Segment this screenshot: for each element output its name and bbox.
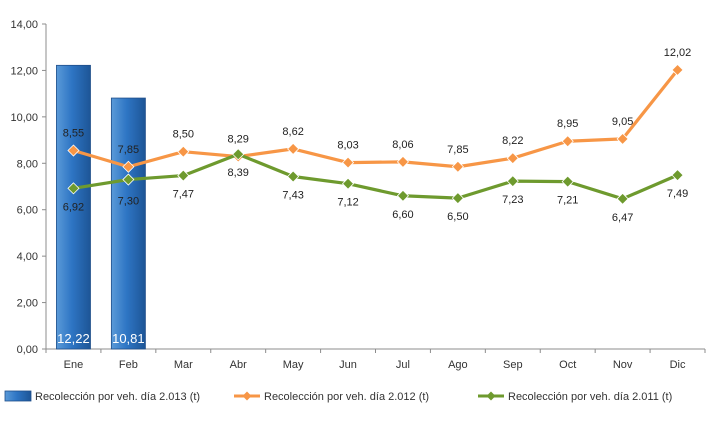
bar-feb bbox=[110, 97, 146, 350]
data-point-marker bbox=[396, 189, 410, 202]
data-point-label: 8,50 bbox=[173, 129, 194, 141]
data-point-label: 6,92 bbox=[63, 201, 84, 213]
data-point-marker bbox=[341, 177, 355, 190]
data-point-label: 8,03 bbox=[337, 140, 358, 152]
data-point-label: 7,43 bbox=[282, 190, 303, 202]
y-tick-label: 6,00 bbox=[17, 205, 38, 217]
data-point-marker bbox=[341, 156, 355, 169]
data-point-marker bbox=[451, 192, 464, 205]
bar-series bbox=[56, 64, 146, 350]
legend-label: Recolección por veh. día 2.012 (t) bbox=[264, 391, 429, 403]
data-point-label: 8,29 bbox=[227, 134, 248, 146]
x-tick-label: Jul bbox=[396, 359, 410, 371]
y-tick-label: 4,00 bbox=[17, 251, 38, 263]
legend-swatch-marker bbox=[486, 391, 496, 401]
data-point-label: 8,06 bbox=[392, 139, 413, 151]
data-point-label: 12,02 bbox=[664, 47, 692, 59]
data-point-marker bbox=[451, 160, 464, 173]
bar-value-label: 10,81 bbox=[112, 331, 145, 346]
bar-ene bbox=[56, 64, 91, 350]
x-tick-label: Abr bbox=[230, 359, 247, 371]
data-point-label: 6,60 bbox=[392, 209, 413, 221]
y-tick-label: 2,00 bbox=[17, 298, 38, 310]
data-point-marker bbox=[177, 169, 190, 182]
x-tick-label: Sep bbox=[503, 359, 523, 371]
data-point-marker bbox=[122, 160, 135, 173]
data-point-marker bbox=[287, 142, 300, 155]
data-point-marker bbox=[616, 192, 629, 205]
x-tick-label: May bbox=[283, 359, 304, 371]
line-series bbox=[67, 63, 684, 205]
data-point-marker bbox=[561, 135, 574, 148]
data-point-marker bbox=[671, 63, 684, 77]
data-point-label: 6,47 bbox=[612, 212, 633, 224]
data-point-marker bbox=[177, 145, 190, 158]
data-point-label: 8,62 bbox=[282, 126, 303, 138]
x-tick-label: Nov bbox=[613, 359, 633, 371]
data-labels: 12,22 10,81 8,55 7,85 8,50 8,29 8,62 8,03 8,06 7,… bbox=[57, 47, 691, 346]
y-tick-label: 10,00 bbox=[10, 112, 38, 124]
legend-label: Recolección por veh. día 2.011 (t) bbox=[508, 391, 672, 403]
legend-swatch-marker bbox=[242, 391, 252, 401]
data-point-label: 8,95 bbox=[557, 118, 578, 130]
data-point-marker bbox=[506, 175, 519, 188]
y-tick-label: 12,00 bbox=[10, 65, 38, 77]
axes: 0,00 2,00 4,00 6,00 8,00 10,00 12,00 14,00 Ene Fe… bbox=[10, 19, 706, 371]
data-point-label: 8,22 bbox=[502, 135, 523, 147]
x-tick-label: Ago bbox=[448, 359, 468, 371]
data-point-label: 7,85 bbox=[447, 144, 468, 156]
legend-label: Recolección por veh. día 2.013 (t) bbox=[35, 391, 200, 403]
data-point-marker bbox=[396, 155, 410, 168]
data-point-label: 7,85 bbox=[118, 144, 139, 156]
x-tick-label: Dic bbox=[670, 359, 686, 371]
data-point-label: 6,50 bbox=[447, 211, 468, 223]
y-tick-label: 0,00 bbox=[17, 344, 38, 356]
data-point-marker bbox=[122, 173, 135, 186]
data-point-marker bbox=[232, 148, 245, 161]
x-tick-label: Oct bbox=[559, 359, 576, 371]
data-point-marker bbox=[616, 132, 629, 145]
bar-value-label: 12,22 bbox=[57, 331, 90, 346]
data-point-label: 8,55 bbox=[63, 128, 84, 140]
data-point-marker bbox=[671, 169, 684, 182]
data-point-label: 7,47 bbox=[173, 189, 194, 201]
data-point-label: 8,39 bbox=[227, 167, 248, 179]
data-point-marker bbox=[67, 144, 80, 157]
legend: Recolección por veh. día 2.013 (t) Recole… bbox=[4, 390, 672, 403]
series-line-2 bbox=[73, 152, 679, 201]
data-point-marker bbox=[561, 175, 574, 188]
data-point-label: 7,30 bbox=[118, 196, 139, 208]
data-point-marker bbox=[287, 170, 300, 183]
data-point-label: 7,21 bbox=[557, 195, 578, 207]
data-point-label: 9,05 bbox=[612, 116, 633, 128]
data-point-label: 7,49 bbox=[667, 188, 688, 200]
data-point-label: 7,23 bbox=[502, 194, 523, 206]
data-point-label: 7,12 bbox=[337, 197, 358, 209]
y-tick-label: 14,00 bbox=[10, 19, 38, 31]
data-point-marker bbox=[506, 152, 519, 165]
x-tick-label: Jun bbox=[339, 359, 357, 371]
y-tick-label: 8,00 bbox=[17, 158, 38, 170]
x-tick-label: Mar bbox=[174, 359, 193, 371]
series-line-1 bbox=[73, 68, 679, 169]
legend-swatch-bar bbox=[4, 390, 32, 402]
data-point-marker bbox=[67, 182, 80, 195]
x-tick-label: Ene bbox=[64, 359, 84, 371]
x-tick-label: Feb bbox=[119, 359, 138, 371]
